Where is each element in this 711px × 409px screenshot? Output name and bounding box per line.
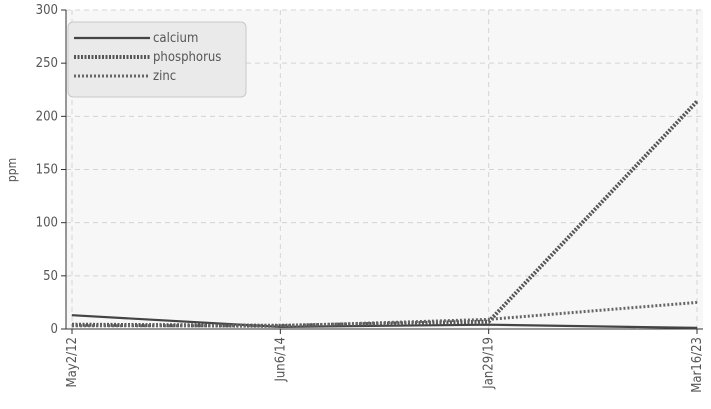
y-axis-title: ppm: [5, 158, 19, 182]
series-line-zinc: [72, 300, 698, 328]
legend-label-calcium: calcium: [153, 31, 198, 46]
y-tick-label: 250: [36, 56, 58, 71]
x-tick-label: Jan29/19: [482, 337, 497, 390]
data-point-phosphorus: [696, 100, 698, 102]
data-point-phosphorus: [488, 321, 490, 323]
series-line-calcium: [71, 314, 698, 329]
y-tick-label: 200: [36, 109, 58, 124]
y-tick-label: 50: [43, 269, 58, 284]
data-point-calcium: [71, 314, 73, 316]
y-tick-label: 300: [36, 3, 58, 18]
x-tick-label: May2/12: [65, 337, 80, 387]
y-tick-label: 100: [36, 216, 58, 231]
data-point-zinc: [279, 325, 281, 327]
series-lines: [71, 100, 699, 329]
legend-label-zinc: zinc: [153, 69, 176, 84]
x-ticks: May2/12 Jun6/14 Jan29/19 Mar16/23: [65, 329, 705, 393]
data-point-zinc: [488, 318, 490, 320]
x-tick-label: Jun6/14: [273, 337, 288, 383]
data-point-calcium: [488, 324, 490, 326]
data-point-zinc: [696, 301, 698, 303]
legend: calcium phosphorus zinc: [67, 21, 247, 98]
y-tick-label: 150: [36, 163, 58, 178]
data-point-zinc: [71, 325, 73, 327]
grid: [66, 9, 703, 329]
x-tick-label: Mar16/23: [690, 337, 705, 393]
y-tick-label: 0: [51, 322, 58, 337]
legend-box: [67, 21, 247, 98]
data-point-calcium: [696, 327, 698, 329]
y-ticks: 0 50 100 150 200 250 300: [36, 3, 66, 337]
legend-label-phosphorus: phosphorus: [153, 50, 221, 65]
